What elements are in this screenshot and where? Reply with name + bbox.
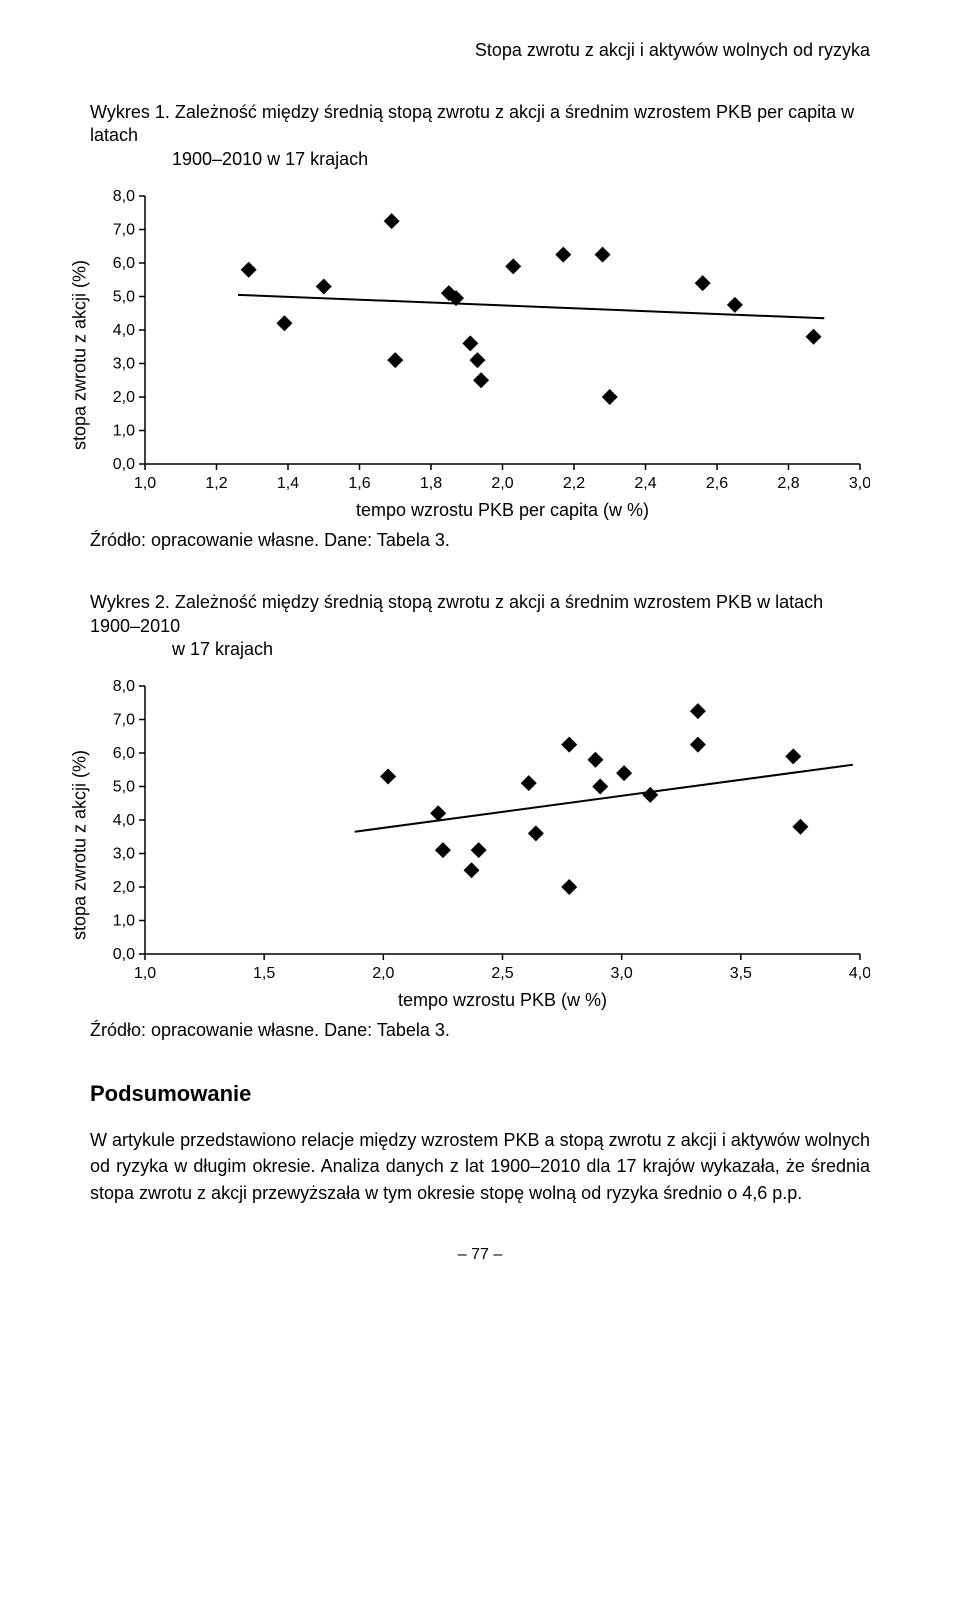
- svg-text:tempo wzrostu PKB per capita (: tempo wzrostu PKB per capita (w %): [356, 500, 649, 520]
- figure2-label-prefix: Wykres 2.: [90, 592, 175, 612]
- figure1-source: Źródło: opracowanie własne. Dane: Tabela…: [90, 530, 870, 551]
- svg-text:2,8: 2,8: [777, 475, 799, 492]
- page: Stopa zwrotu z akcji i aktywów wolnych o…: [0, 0, 960, 1304]
- figure2-title-line1: Zależność między średnią stopą zwrotu z …: [90, 592, 823, 635]
- figure2-svg: 0,0 1,0 2,0 3,0 4,0 5,0 6,0 7,0 8,0 1,0 1,5 2,0 2,5 3…: [90, 676, 870, 1014]
- svg-text:6,0: 6,0: [113, 745, 135, 762]
- svg-text:1,0: 1,0: [134, 965, 156, 982]
- figure1-title-line2: 1900–2010 w 17 krajach: [90, 148, 870, 171]
- svg-text:1,2: 1,2: [205, 475, 227, 492]
- summary-heading: Podsumowanie: [90, 1081, 870, 1107]
- svg-text:5,0: 5,0: [113, 779, 135, 796]
- svg-text:2,4: 2,4: [634, 475, 656, 492]
- figure1-title: Wykres 1. Zależność między średnią stopą…: [90, 101, 870, 171]
- svg-text:0,0: 0,0: [113, 946, 135, 963]
- svg-text:1,5: 1,5: [253, 965, 275, 982]
- figure1-ylabel: stopa zwrotu z akcji (%): [70, 260, 91, 450]
- svg-text:1,0: 1,0: [134, 475, 156, 492]
- svg-text:1,6: 1,6: [348, 475, 370, 492]
- figure2-title-line2: w 17 krajach: [90, 638, 870, 661]
- svg-text:4,0: 4,0: [113, 322, 135, 339]
- svg-text:5,0: 5,0: [113, 289, 135, 306]
- svg-text:1,0: 1,0: [113, 913, 135, 930]
- svg-text:1,4: 1,4: [277, 475, 299, 492]
- svg-text:2,0: 2,0: [113, 389, 135, 406]
- svg-text:2,0: 2,0: [113, 879, 135, 896]
- svg-text:1,0: 1,0: [113, 423, 135, 440]
- svg-text:7,0: 7,0: [113, 222, 135, 239]
- svg-text:4,0: 4,0: [849, 965, 870, 982]
- svg-text:6,0: 6,0: [113, 255, 135, 272]
- running-header: Stopa zwrotu z akcji i aktywów wolnych o…: [90, 40, 870, 61]
- svg-text:3,0: 3,0: [611, 965, 633, 982]
- svg-text:2,6: 2,6: [706, 475, 728, 492]
- figure1-label-prefix: Wykres 1.: [90, 102, 175, 122]
- svg-text:2,0: 2,0: [491, 475, 513, 492]
- svg-text:0,0: 0,0: [113, 456, 135, 473]
- figure2-ylabel: stopa zwrotu z akcji (%): [70, 750, 91, 940]
- svg-text:4,0: 4,0: [113, 812, 135, 829]
- figure2-title: Wykres 2. Zależność między średnią stopą…: [90, 591, 870, 661]
- svg-text:2,0: 2,0: [372, 965, 394, 982]
- page-number: – 77 –: [90, 1246, 870, 1264]
- svg-text:2,5: 2,5: [491, 965, 513, 982]
- svg-text:tempo wzrostu PKB (w %): tempo wzrostu PKB (w %): [398, 990, 607, 1010]
- figure2-source: Źródło: opracowanie własne. Dane: Tabela…: [90, 1020, 870, 1041]
- svg-text:3,0: 3,0: [113, 846, 135, 863]
- svg-text:3,0: 3,0: [113, 356, 135, 373]
- svg-text:7,0: 7,0: [113, 712, 135, 729]
- figure1-chart: stopa zwrotu z akcji (%) 0,01,02,03,04,0…: [90, 186, 870, 524]
- svg-text:2,2: 2,2: [563, 475, 585, 492]
- svg-text:3,0: 3,0: [849, 475, 870, 492]
- figure1-svg: 0,0 1,0 2,0 3,0 4,0 5,0 6,0 7,0 8,0 1,0 1,2 1,4 1,6 1…: [90, 186, 870, 524]
- svg-text:8,0: 8,0: [113, 188, 135, 205]
- figure2-chart: stopa zwrotu z akcji (%) 0,01,02,03,04,0…: [90, 676, 870, 1014]
- figure1-title-line1: Zależność między średnią stopą zwrotu z …: [90, 102, 854, 145]
- svg-text:8,0: 8,0: [113, 678, 135, 695]
- svg-text:3,5: 3,5: [730, 965, 752, 982]
- svg-text:1,8: 1,8: [420, 475, 442, 492]
- summary-body: W artykule przedstawiono relacje między …: [90, 1127, 870, 1205]
